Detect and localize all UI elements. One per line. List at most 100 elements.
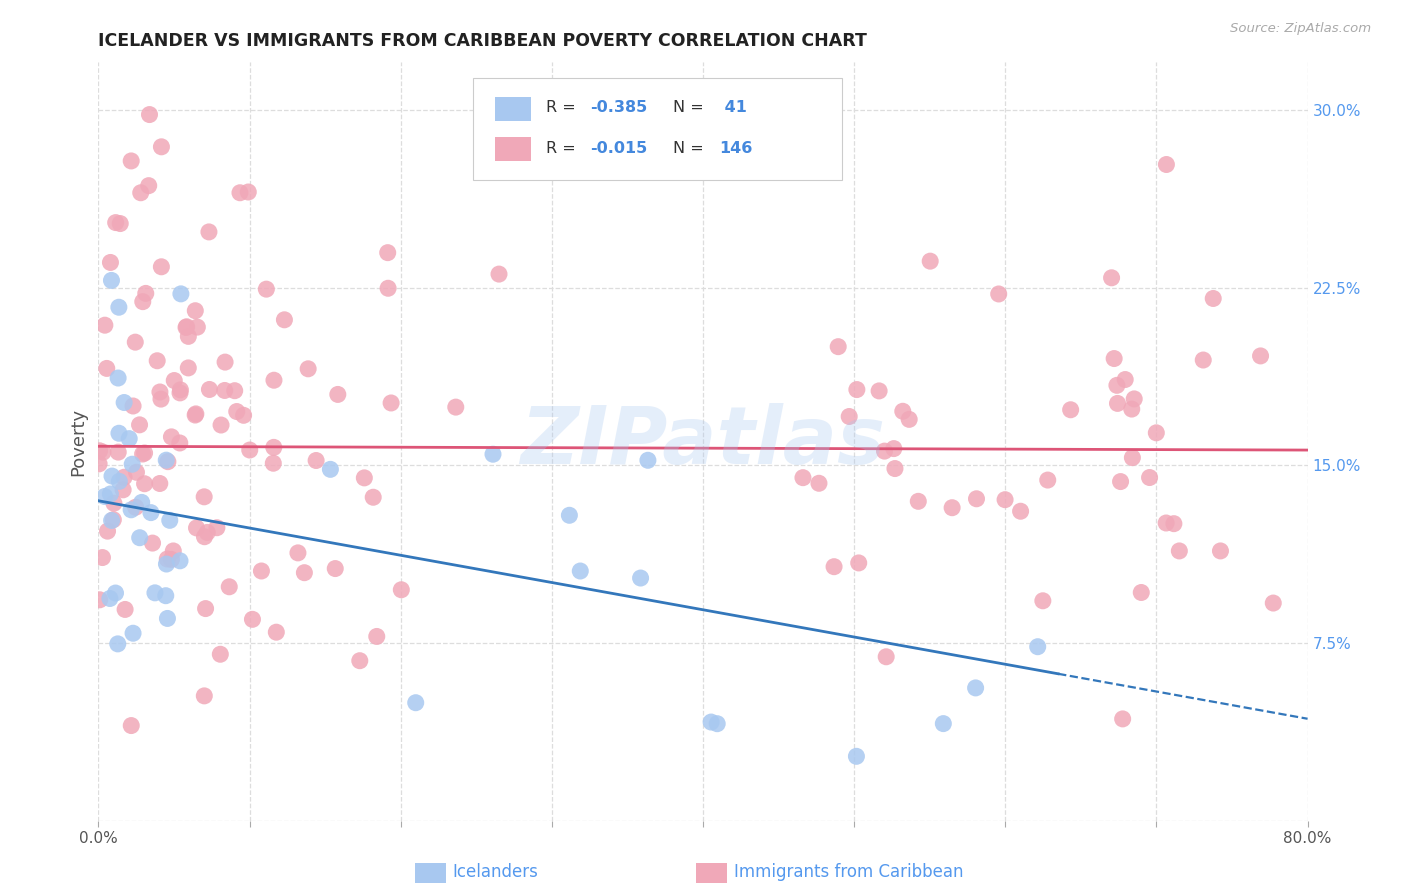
Point [139,506,162,520]
Point [569,564,592,578]
Point [121,457,143,471]
Point [155,557,177,571]
Point [89,443,111,458]
Point [169,383,191,397]
Point [209,647,232,661]
Point [1123,392,1146,406]
Point [134,446,156,460]
Point [162,544,184,558]
Point [138,107,160,121]
Point [263,441,285,455]
Point [149,476,172,491]
Point [287,546,309,560]
Point [920,254,942,268]
Point [1209,544,1232,558]
Point [114,602,136,616]
Point [1111,712,1133,726]
Point [155,589,177,603]
Point [845,749,868,764]
Point [91,550,114,565]
Point [1192,353,1215,368]
Y-axis label: Poverty: Poverty [69,408,87,475]
Point [128,531,150,545]
Point [107,445,129,459]
Point [122,399,145,413]
Text: 146: 146 [718,141,752,155]
Point [195,525,218,540]
Point [891,404,914,418]
Point [120,718,142,732]
Point [169,554,191,568]
Point [232,409,254,423]
Point [107,371,129,385]
Point [266,625,288,640]
Point [104,216,127,230]
Point [156,611,179,625]
Point [706,716,728,731]
Point [98,591,121,606]
Point [1139,470,1161,484]
Point [1101,270,1123,285]
Point [108,426,131,441]
Point [128,417,150,432]
Point [112,483,135,497]
Point [91,445,114,459]
Point [214,384,236,398]
Point [163,374,186,388]
Point [225,404,247,418]
Point [361,490,384,504]
Point [132,294,155,309]
Point [292,566,315,580]
Text: Immigrants from Caribbean: Immigrants from Caribbean [734,863,963,881]
Point [141,536,163,550]
Point [326,387,349,401]
Point [482,447,505,461]
Point [224,384,246,398]
Point [218,580,240,594]
Point [1130,585,1153,599]
Point [87,457,110,471]
Point [110,217,132,231]
Point [150,260,173,274]
Point [198,225,221,239]
Point [156,552,179,566]
Point [186,521,208,535]
Point [845,383,868,397]
Point [1154,516,1177,530]
Point [193,530,215,544]
Point [875,649,897,664]
Text: N =: N = [672,101,709,115]
Point [1102,351,1125,366]
Point [823,559,845,574]
Text: Icelanders: Icelanders [453,863,538,881]
Point [1263,596,1285,610]
Point [263,373,285,387]
Point [155,453,177,467]
Point [389,582,412,597]
Point [1250,349,1272,363]
Point [104,586,127,600]
Text: R =: R = [546,141,581,155]
Point [994,492,1017,507]
Point [941,500,963,515]
Point [1059,402,1081,417]
Bar [495,96,531,120]
Point [94,318,117,333]
Point [174,320,197,334]
Point [1121,450,1143,465]
Point [193,490,215,504]
Point [377,245,399,260]
Point [305,453,328,467]
Point [898,412,921,426]
Point [177,329,200,343]
Point [112,470,135,484]
Point [262,456,284,470]
Point [198,383,221,397]
Point [160,430,183,444]
Point [103,513,125,527]
Point [169,385,191,400]
Point [131,447,153,461]
Point [108,300,131,314]
Point [96,524,118,538]
Point [254,282,277,296]
